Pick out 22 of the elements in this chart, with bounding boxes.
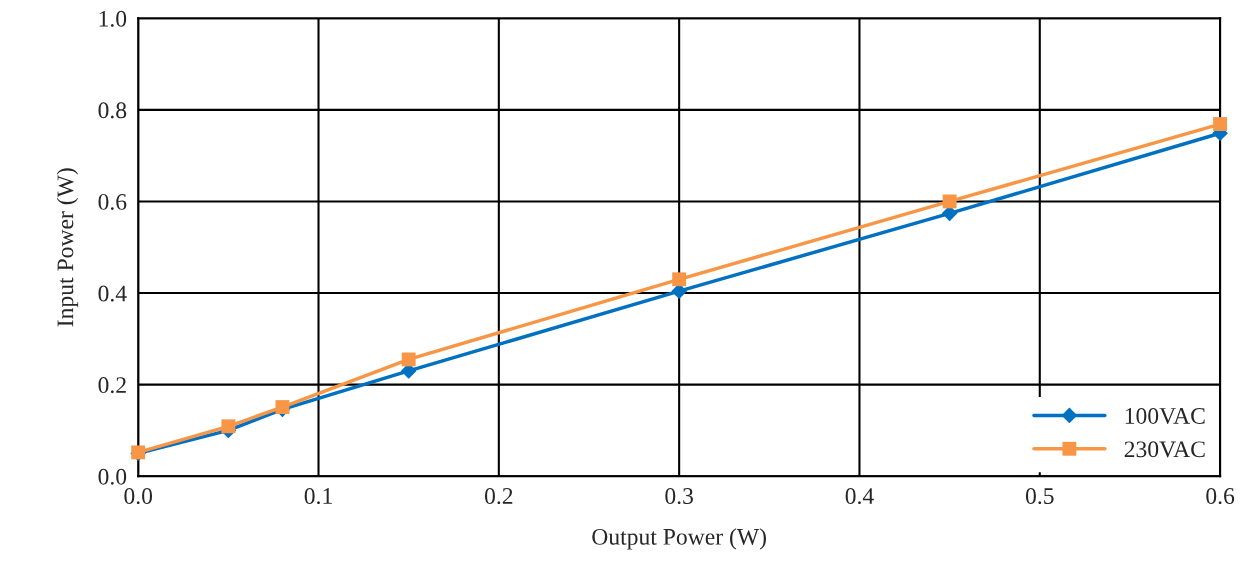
- point: [221, 419, 236, 434]
- x-tick-label: 0.5: [1025, 488, 1054, 505]
- x-tick-label: 0.4: [845, 488, 874, 505]
- y-tick-label: 1.0: [99, 10, 127, 27]
- y-tick-label: 0.4: [98, 285, 127, 302]
- y-tick-label: 0.6: [98, 193, 127, 210]
- x-tick-label: 0.3: [665, 488, 693, 505]
- point: [672, 272, 687, 287]
- x-tick-label: 0.0: [124, 488, 153, 505]
- y-tick-label: 0.8: [98, 102, 127, 119]
- y-tick-label: 0.0: [98, 468, 127, 485]
- x-tick-label: 0.2: [484, 488, 513, 505]
- point: [401, 352, 416, 367]
- point: [942, 194, 957, 209]
- x-tick-label: 0.1: [304, 488, 332, 505]
- legend-label: 230VAC: [1124, 441, 1205, 458]
- x-tick-label: 0.6: [1206, 488, 1235, 505]
- point: [1213, 117, 1228, 131]
- y-tick-label: 0.2: [98, 377, 126, 394]
- legend-label: 100VAC: [1125, 407, 1205, 425]
- x-axis-title: Output Power (W): [592, 528, 766, 550]
- y-axis-title: Input Power (W): [56, 168, 79, 327]
